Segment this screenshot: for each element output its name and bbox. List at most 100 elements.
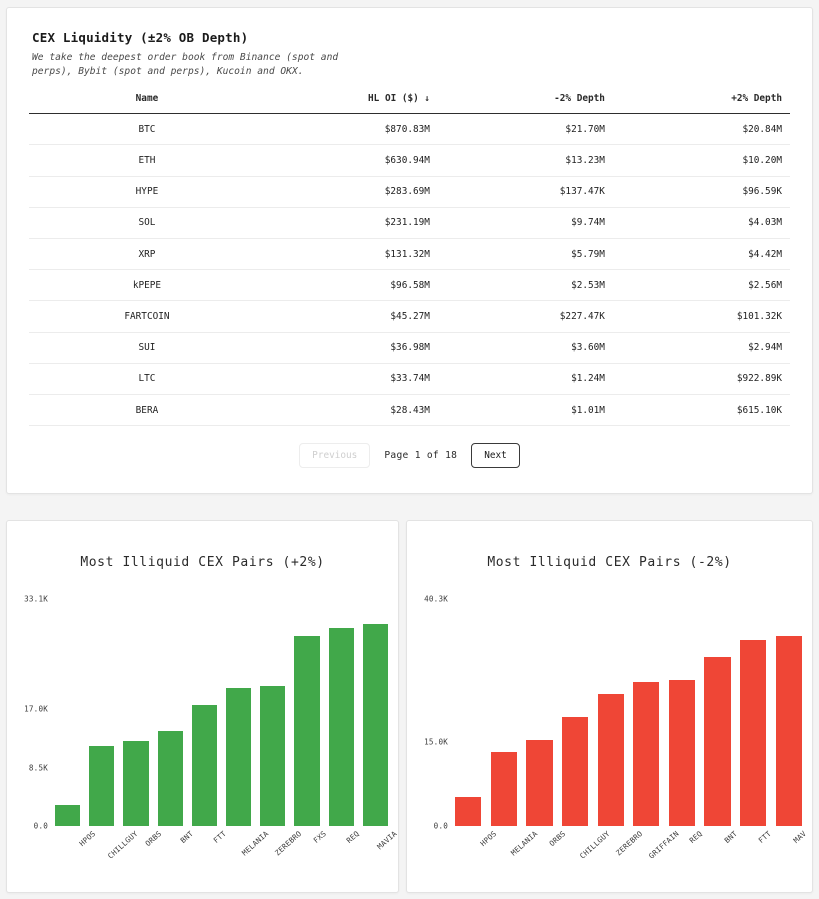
- hl-oi-cell: $131.32M: [264, 238, 440, 271]
- minus-depth-cell: $1.24M: [439, 363, 615, 395]
- bar-group-plus-2pct: [55, 599, 388, 826]
- x-axis-label: FTT: [211, 829, 228, 846]
- bar-hpos[interactable]: [455, 796, 482, 826]
- bar-fxs[interactable]: [294, 636, 320, 826]
- asset-name-cell: HYPE: [29, 176, 265, 208]
- column-header-hl-oi[interactable]: HL OI ($) ↓: [264, 87, 440, 115]
- hl-oi-cell: $45.27M: [264, 300, 440, 333]
- x-axis-label: REQ: [344, 829, 362, 846]
- bar-chillguy[interactable]: [561, 716, 589, 826]
- bar-req[interactable]: [668, 679, 696, 826]
- x-axis-label: BNT: [722, 829, 739, 846]
- x-axis-label: FTT: [756, 829, 774, 846]
- table-header: Name HL OI ($) ↓ -2% Depth +2% Depth: [29, 87, 790, 115]
- bar-orbs[interactable]: [123, 740, 149, 826]
- minus-depth-cell: $13.23M: [439, 144, 615, 177]
- minus-depth-cell: $137.47K: [439, 176, 615, 208]
- table-row[interactable]: HYPE $283.69M $137.47K $96.59K: [29, 176, 790, 208]
- x-axis-labels-plus-2pct: HPOS CHILLGUY ORBS BNT FTT MELANIA ZEREBRO FXS R…: [55, 829, 399, 889]
- plus-depth-cell: $615.10K: [614, 394, 790, 427]
- card-subtitle: We take the deepest order book from Bina…: [32, 52, 339, 77]
- bar-chillguy[interactable]: [89, 746, 115, 826]
- column-header-minus-depth[interactable]: -2% Depth: [439, 87, 615, 115]
- minus-depth-cell: $227.47K: [439, 300, 615, 333]
- plus-depth-cell: $101.32K: [614, 300, 790, 333]
- bar-bnt[interactable]: [704, 657, 731, 826]
- bar-mavia[interactable]: [362, 624, 388, 826]
- asset-name-cell: SOL: [29, 207, 265, 239]
- table-row[interactable]: BERA $28.43M $1.01M $615.10K: [29, 394, 790, 427]
- bar-zerebro[interactable]: [597, 693, 624, 826]
- hl-oi-cell: $33.74M: [264, 363, 440, 395]
- y-axis-tick: 40.3K: [424, 594, 448, 604]
- chart-card-plus-2pct: Most Illiquid CEX Pairs (+2%) 33.1K 17.0K…: [6, 520, 399, 893]
- x-axis-label: MAV: [791, 829, 809, 846]
- next-page-button[interactable]: Next: [471, 443, 520, 469]
- table-row[interactable]: ETH $630.94M $13.23M $10.20M: [29, 144, 790, 177]
- x-axis-label: HPOS: [77, 829, 97, 849]
- x-axis-labels-minus-2pct: HPOS MELANIA ORBS CHILLGUY ZEREBRO GRIFFAIN RE…: [455, 829, 808, 889]
- table-row[interactable]: BTC $870.83M $21.70M $20.84M: [29, 113, 790, 146]
- bar-req[interactable]: [328, 627, 354, 826]
- bar-ftt[interactable]: [740, 640, 767, 826]
- bar-ftt[interactable]: [191, 705, 218, 826]
- x-axis-label: GRIFFAIN: [647, 829, 681, 861]
- x-axis-label: CHILLGUY: [577, 829, 612, 861]
- hl-oi-cell: $283.69M: [264, 176, 440, 208]
- bar-melania[interactable]: [490, 752, 517, 826]
- table-header-row: Name HL OI ($) ↓ -2% Depth +2% Depth: [29, 87, 790, 115]
- column-header-plus-depth[interactable]: +2% Depth: [614, 87, 790, 115]
- bar-griffain[interactable]: [633, 681, 660, 826]
- page-title: CEX Liquidity (±2% OB Depth): [32, 30, 249, 45]
- bar-zerebro[interactable]: [260, 686, 286, 826]
- y-axis-tick: 0.0: [433, 821, 448, 831]
- plus-depth-cell: $4.03M: [614, 207, 790, 239]
- minus-depth-cell: $9.74M: [439, 207, 615, 239]
- page-indicator: Page 1 of 18: [384, 450, 458, 462]
- chart-minus-2pct: Most Illiquid CEX Pairs (-2%) 40.3K 15.0K…: [407, 521, 812, 892]
- x-axis-label: FXS: [311, 829, 328, 846]
- bar-melania[interactable]: [225, 688, 252, 826]
- minus-depth-cell: $3.60M: [439, 332, 615, 364]
- table-row[interactable]: LTC $33.74M $1.24M $922.89K: [29, 363, 790, 395]
- chart-plus-2pct: Most Illiquid CEX Pairs (+2%) 33.1K 17.0K…: [7, 521, 399, 892]
- table-body: BTC $870.83M $21.70M $20.84M ETH $630.94M $13.…: [29, 113, 790, 427]
- x-axis-label: CHILLGUY: [105, 829, 140, 861]
- bar-mav[interactable]: [775, 635, 802, 826]
- bar-group-minus-2pct: [455, 599, 802, 826]
- table-row[interactable]: XRP $131.32M $5.79M $4.42M: [29, 238, 790, 271]
- table-row[interactable]: SOL $231.19M $9.74M $4.03M: [29, 207, 790, 239]
- y-axis-tick: 8.5K: [28, 763, 48, 773]
- asset-name-cell: kPEPE: [29, 269, 265, 302]
- minus-depth-cell: $21.70M: [439, 113, 615, 146]
- table-row[interactable]: SUI $36.98M $3.60M $2.94M: [29, 332, 790, 364]
- plus-depth-cell: $20.84M: [614, 113, 790, 146]
- x-axis-label: ZEREBRO: [273, 829, 304, 858]
- column-header-hl-oi-label: HL OI ($): [368, 93, 419, 105]
- x-axis-label: MAVIA: [375, 829, 399, 852]
- bar-orbs[interactable]: [526, 740, 553, 826]
- previous-page-button[interactable]: Previous: [299, 443, 371, 469]
- bar-hpos[interactable]: [55, 804, 81, 826]
- plus-depth-cell: $96.59K: [614, 176, 790, 208]
- asset-name-cell: FARTCOIN: [29, 300, 265, 333]
- plot-area-minus-2pct: 40.3K 15.0K 0.0: [424, 595, 802, 831]
- column-header-name[interactable]: Name: [29, 87, 265, 115]
- asset-name-cell: BTC: [29, 113, 265, 146]
- plot-area-plus-2pct: 33.1K 17.0K 8.5K 0.0: [24, 595, 388, 831]
- chart-title-minus-2pct: Most Illiquid CEX Pairs (-2%): [487, 555, 732, 570]
- x-axis-label: ORBS: [547, 829, 568, 849]
- plus-depth-cell: $10.20M: [614, 144, 790, 177]
- asset-name-cell: ETH: [29, 144, 265, 177]
- cex-liquidity-card: CEX Liquidity (±2% OB Depth) We take the…: [6, 7, 813, 494]
- plus-depth-cell: $4.42M: [614, 238, 790, 271]
- chart-card-minus-2pct: Most Illiquid CEX Pairs (-2%) 40.3K 15.0K…: [406, 520, 813, 893]
- table-row[interactable]: FARTCOIN $45.27M $227.47K $101.32K: [29, 300, 790, 333]
- bar-bnt[interactable]: [157, 730, 183, 826]
- x-axis-label: HPOS: [478, 829, 499, 849]
- plus-depth-cell: $2.94M: [614, 332, 790, 364]
- hl-oi-cell: $231.19M: [264, 207, 440, 239]
- asset-name-cell: XRP: [29, 238, 265, 271]
- table-row[interactable]: kPEPE $96.58M $2.53M $2.56M: [29, 269, 790, 302]
- chart-title-plus-2pct: Most Illiquid CEX Pairs (+2%): [80, 555, 325, 570]
